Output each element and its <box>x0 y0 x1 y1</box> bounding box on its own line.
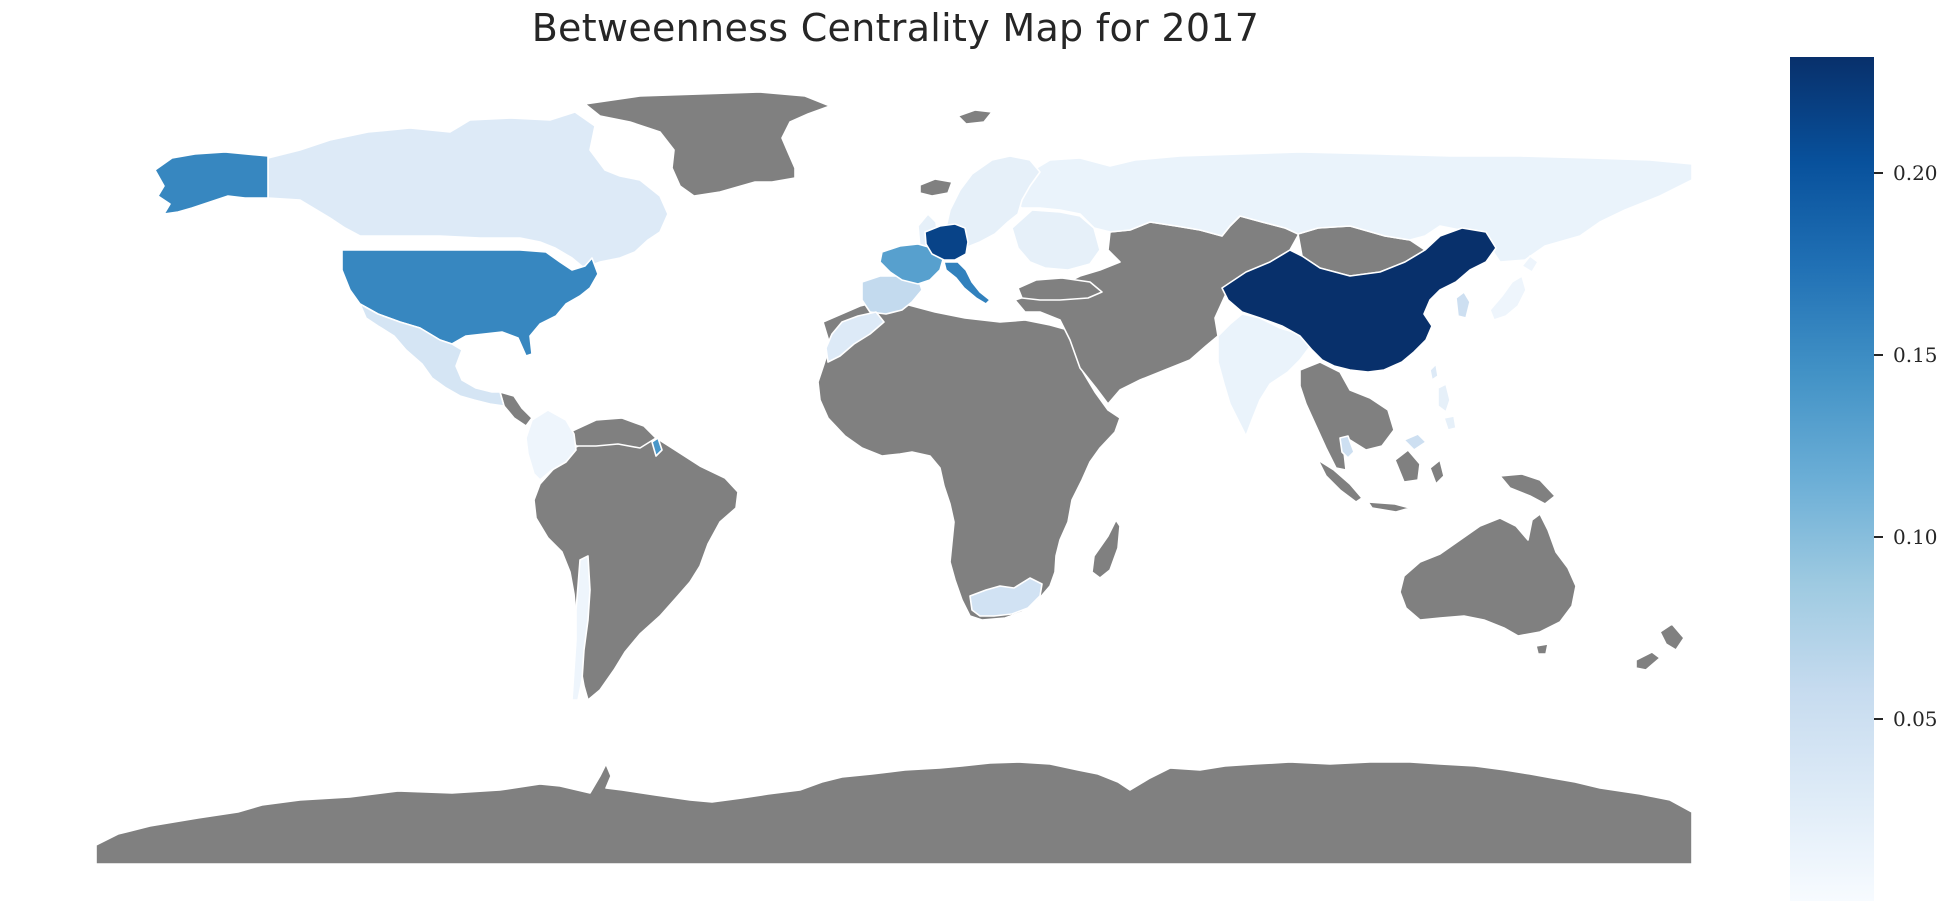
region-CHL <box>571 555 591 701</box>
region-GUY <box>651 437 663 457</box>
colorbar-ramp <box>1790 57 1874 901</box>
region-JPN <box>1489 255 1539 321</box>
colorbar-tick-label: 0.10 <box>1893 525 1938 550</box>
region-FRA <box>879 243 945 285</box>
indonesia-sumatra <box>1317 459 1363 503</box>
colorbar-tick-mark <box>1874 718 1883 721</box>
venezuela <box>569 417 657 449</box>
south-america <box>533 427 739 701</box>
world-map <box>95 91 1693 865</box>
antarctica <box>95 761 1693 865</box>
region-CAN <box>267 111 669 269</box>
region-TWN <box>1429 363 1439 381</box>
region-ESP <box>861 275 923 315</box>
australia <box>1399 513 1577 637</box>
africa <box>817 299 1121 621</box>
indonesia-sulawesi <box>1429 459 1445 485</box>
svalbard <box>957 109 993 125</box>
region-CHN <box>1221 227 1497 373</box>
region-ITA <box>943 261 991 305</box>
colorbar-tick-mark <box>1874 536 1883 539</box>
indonesia-borneo <box>1394 449 1421 483</box>
madagascar <box>1091 519 1121 579</box>
region-MYS <box>1339 433 1427 459</box>
central-america <box>499 391 533 427</box>
southeast-asia <box>1299 361 1395 471</box>
colorbar: 0.05 0.10 0.15 0.20 <box>1790 57 1938 901</box>
greenland <box>584 91 831 197</box>
region-MAR <box>825 311 885 363</box>
turkey <box>1017 277 1103 301</box>
new-guinea <box>1499 473 1556 505</box>
region-MEX <box>359 303 505 407</box>
map-title: Betweenness Centrality Map for 2017 <box>531 6 1260 50</box>
iceland <box>919 178 953 197</box>
region-COL <box>525 409 577 481</box>
colorbar-tick-label: 0.20 <box>1893 161 1938 186</box>
colorbar-tick-mark <box>1874 172 1883 175</box>
region-KOR <box>1455 291 1471 319</box>
region-USA-Alaska <box>154 151 269 215</box>
colorbar-tick-label: 0.05 <box>1893 707 1938 732</box>
region-DEU <box>924 223 969 261</box>
region-SCANDINAVIA <box>944 155 1041 249</box>
colorbar-tick-mark <box>1874 354 1883 357</box>
colorbar-tick-label: 0.15 <box>1893 343 1938 368</box>
indonesia-java <box>1367 501 1411 513</box>
new-zealand <box>1635 623 1685 671</box>
tasmania <box>1535 643 1549 655</box>
region-USA <box>341 249 599 357</box>
region-EASTERN-EUROPE <box>1011 209 1101 271</box>
region-PHL <box>1437 383 1457 431</box>
region-ZAF <box>969 577 1043 617</box>
